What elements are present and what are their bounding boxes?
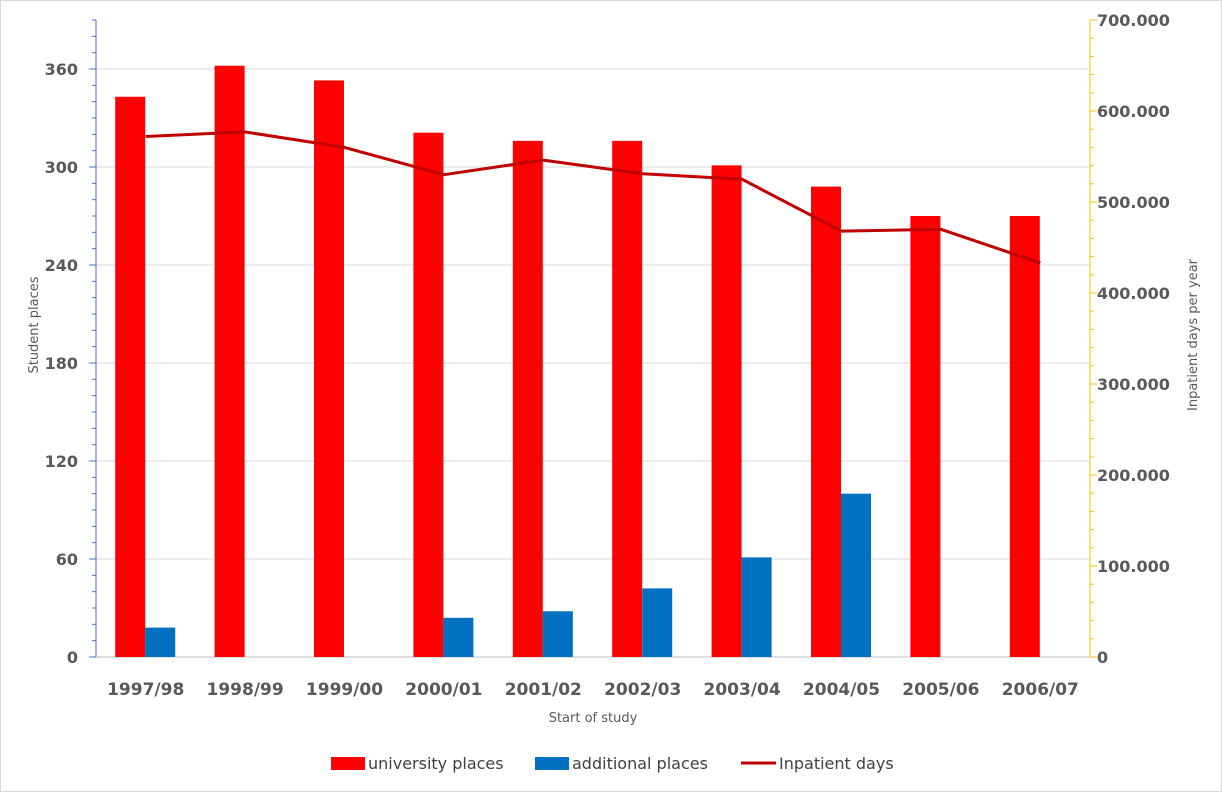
bar-additional-places bbox=[145, 627, 176, 657]
legend: university places additional places Inpa… bbox=[331, 754, 894, 773]
bar-additional-places bbox=[642, 588, 673, 657]
y2-tick-label: 0 bbox=[1097, 648, 1108, 667]
x-tick-label: 2003/04 bbox=[704, 680, 781, 700]
x-tick-label: 2000/01 bbox=[405, 680, 482, 700]
bar-university-places bbox=[711, 165, 742, 657]
y2-tick-label: 700.000 bbox=[1097, 11, 1170, 30]
y-tick-label: 60 bbox=[56, 550, 78, 569]
legend-swatch-additional-places bbox=[535, 757, 569, 770]
bar-university-places bbox=[512, 140, 543, 657]
x-tick-label: 1997/98 bbox=[107, 680, 184, 700]
y-tick-label: 180 bbox=[45, 354, 78, 373]
x-tick-label: 2005/06 bbox=[902, 680, 979, 700]
line-inpatient-days bbox=[145, 130, 1041, 265]
y2-tick-label: 600.000 bbox=[1097, 102, 1170, 121]
bar-additional-places bbox=[841, 493, 871, 657]
y-tick-label: 300 bbox=[45, 158, 78, 177]
y2-tick-label: 500.000 bbox=[1097, 193, 1170, 212]
legend-label-university-places: university places bbox=[368, 754, 504, 773]
y-axis-title: Student places bbox=[27, 276, 42, 373]
bar-university-places bbox=[612, 140, 643, 657]
legend-swatch-university-places bbox=[331, 757, 365, 770]
x-tick-label: 2004/05 bbox=[803, 680, 880, 700]
y-tick-label: 120 bbox=[45, 452, 78, 471]
bar-university-places bbox=[811, 186, 841, 657]
y2-tick-label: 100.000 bbox=[1097, 557, 1170, 576]
bar-university-places bbox=[214, 65, 245, 657]
bar-additional-places bbox=[443, 617, 474, 657]
legend-label-inpatient-days: Inpatient days bbox=[779, 754, 894, 773]
x-tick-label: 2002/03 bbox=[604, 680, 681, 700]
y2-axis-title: Inpatient days per year bbox=[1186, 258, 1201, 411]
y-tick-label: 240 bbox=[45, 256, 78, 275]
bar-university-places bbox=[1009, 216, 1040, 657]
y2-tick-label: 300.000 bbox=[1097, 375, 1170, 394]
x-tick-label: 1998/99 bbox=[207, 680, 284, 700]
y-tick-label: 0 bbox=[67, 648, 78, 667]
x-axis-title: Start of study bbox=[549, 711, 638, 726]
legend-label-additional-places: additional places bbox=[572, 754, 708, 773]
bar-university-places bbox=[413, 132, 444, 657]
tick-labels: 0 60 120 180 240 300 360 0 100.000 200.000 300.000… bbox=[45, 11, 1170, 700]
bar-university-places bbox=[115, 96, 146, 658]
y2-tick-label: 200.000 bbox=[1097, 466, 1170, 485]
bar-university-places bbox=[314, 80, 344, 657]
line-series bbox=[145, 130, 1041, 265]
bar-additional-places bbox=[741, 557, 772, 657]
x-tick-label: 1999/00 bbox=[306, 680, 383, 700]
x-tick-label: 2001/02 bbox=[505, 680, 582, 700]
bar-university-places bbox=[910, 216, 941, 657]
x-tick-label: 2006/07 bbox=[1002, 680, 1079, 700]
y-tick-label: 360 bbox=[45, 60, 78, 79]
bar-additional-places bbox=[542, 611, 573, 657]
bars bbox=[115, 65, 1040, 658]
y2-tick-label: 400.000 bbox=[1097, 284, 1170, 303]
